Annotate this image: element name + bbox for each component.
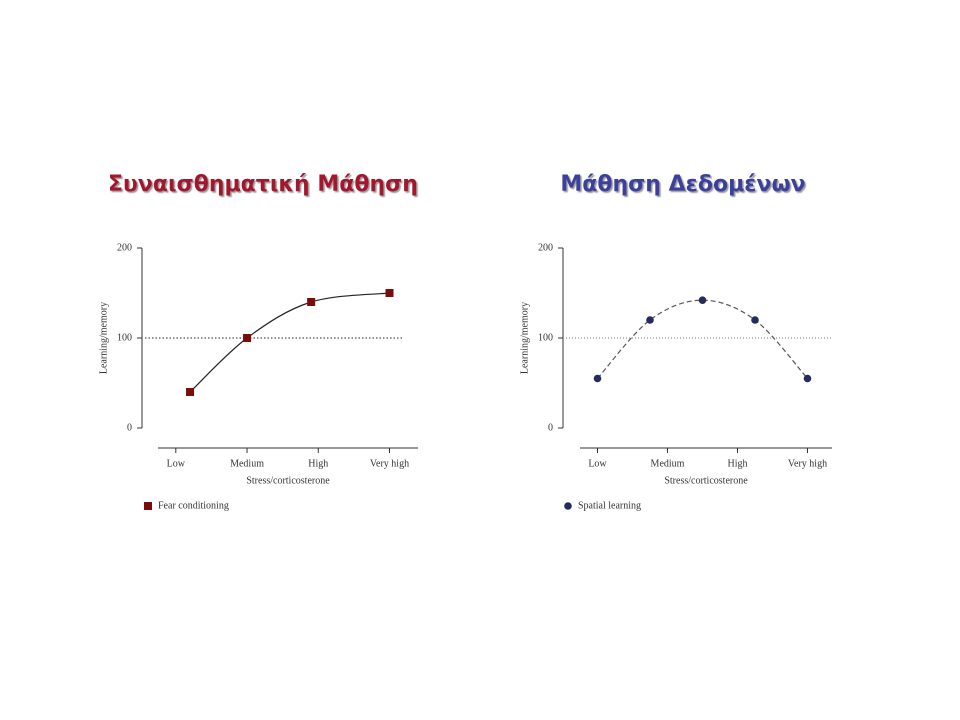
x-tick-label: Medium — [651, 458, 685, 469]
data-point — [751, 316, 759, 324]
series-line — [189, 292, 390, 393]
data-point — [243, 334, 252, 342]
y-tick-label: 200 — [117, 242, 132, 253]
x-tick-label: Low — [588, 458, 607, 469]
x-axis-label: Stress/corticosterone — [246, 475, 330, 486]
x-tick-label: Very high — [788, 458, 827, 469]
y-tick-label: 100 — [117, 332, 132, 343]
x-tick-label: Very high — [370, 458, 409, 469]
x-tick-label: Low — [167, 458, 186, 469]
data-point — [593, 374, 602, 383]
x-tick-label: Medium — [230, 458, 264, 469]
data-point — [698, 296, 707, 305]
y-tick-label: 0 — [127, 422, 132, 433]
chart-title: Μάθηση Δεδομένων — [560, 172, 805, 197]
legend-label: Fear conditioning — [158, 500, 229, 511]
data-point — [803, 374, 812, 383]
y-tick-label: 200 — [538, 242, 553, 253]
y-axis-label: Learning/memory — [98, 302, 109, 374]
y-axis-label: Learning/memory — [519, 302, 530, 374]
data-point — [307, 298, 316, 306]
chart-title: Συναισθηματική Μάθηση — [108, 172, 418, 197]
data-point — [646, 316, 654, 324]
x-tick-label: High — [308, 458, 328, 469]
x-axis-label: Stress/corticosterone — [664, 475, 748, 486]
x-tick-label: High — [728, 458, 748, 469]
y-tick-label: 100 — [538, 332, 553, 343]
data-point — [385, 289, 394, 297]
series-line — [597, 299, 808, 379]
legend-marker — [564, 502, 572, 510]
legend-label: Spatial learning — [578, 500, 641, 511]
legend-marker — [144, 502, 152, 510]
y-tick-label: 0 — [548, 422, 553, 433]
data-point — [186, 388, 195, 396]
